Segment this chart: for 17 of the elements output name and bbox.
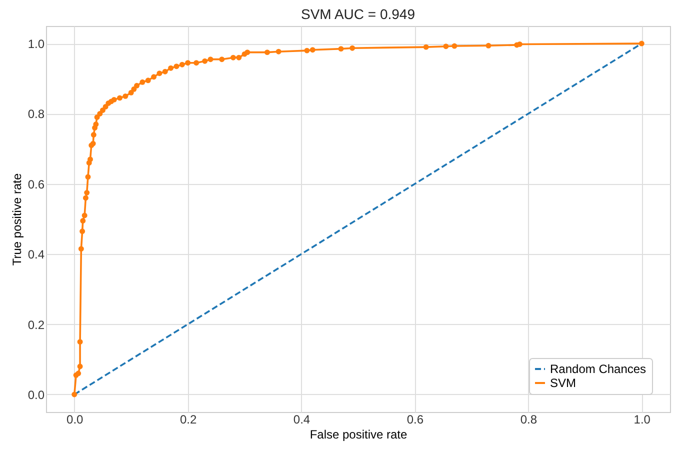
y-tick-label: 0.6	[28, 177, 45, 192]
legend-label: SVM	[550, 376, 576, 390]
y-tick-label: 0.0	[28, 388, 45, 402]
x-tick-label: 0.8	[520, 412, 538, 426]
y-tick-label: 0.4	[28, 248, 45, 262]
chart-title: SVM AUC = 0.949	[300, 6, 416, 22]
y-axis-title: True positive rate	[10, 173, 24, 266]
x-tick-label: 0.0	[66, 412, 84, 426]
x-tick-label: 0.4	[293, 412, 310, 426]
y-tick-label: 0.2	[28, 318, 45, 332]
y-tick-label: 0.8	[28, 107, 45, 122]
x-tick-label: 1.0	[634, 412, 651, 426]
x-tick-label: 0.2	[180, 412, 197, 426]
x-tick-label: 0.6	[406, 412, 424, 426]
legend-label: Random Chances	[550, 362, 646, 376]
y-tick-label: 1.0	[28, 37, 45, 52]
x-axis-title: False positive rate	[310, 428, 408, 442]
